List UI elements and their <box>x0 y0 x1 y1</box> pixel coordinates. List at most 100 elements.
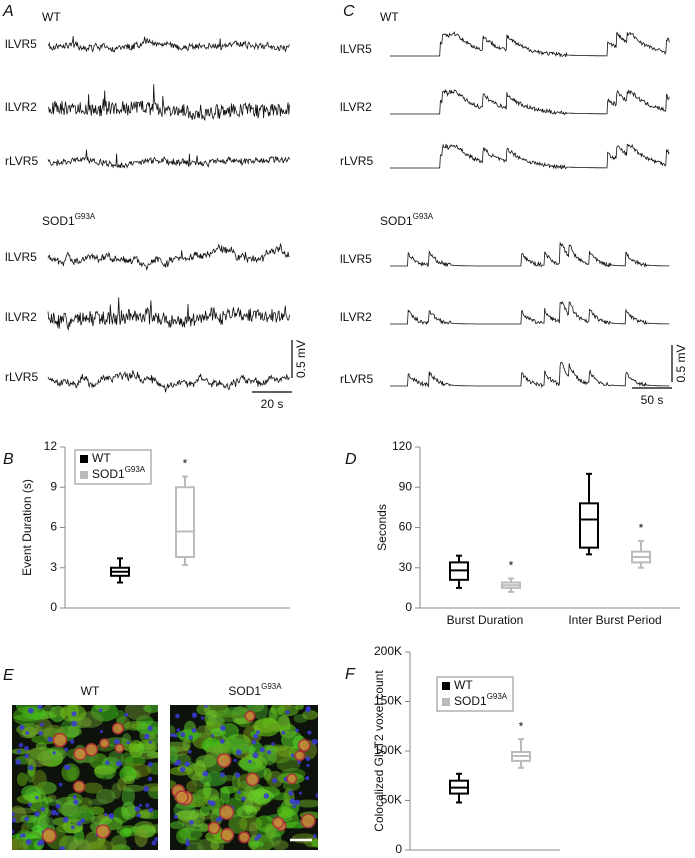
stain-blue <box>71 711 77 717</box>
group-label-sup: G93A <box>413 212 434 221</box>
group-label-sup: G93A <box>75 212 96 221</box>
stain-blue <box>148 740 152 744</box>
stain-blue <box>215 817 221 823</box>
stain-green <box>220 787 230 804</box>
stain-red <box>72 780 86 793</box>
legend-label-sup: G93A <box>125 465 146 474</box>
legend-label-sup: G93A <box>487 692 508 701</box>
y-tick-label: 30 <box>399 560 413 574</box>
stain-blue <box>191 728 197 733</box>
group-label-main: SOD1 <box>42 214 75 228</box>
stain-blue <box>251 739 257 745</box>
stain-red <box>300 813 316 829</box>
stain-blue <box>40 806 46 812</box>
legend-swatch <box>80 471 88 479</box>
stain-blue <box>235 749 242 756</box>
stain-green <box>24 747 52 768</box>
trace-label: lLVR5 <box>340 252 372 266</box>
stain-blue <box>191 712 198 718</box>
stain-green <box>245 705 265 712</box>
y-tick-label: 0 <box>395 842 402 856</box>
stain-blue <box>24 753 29 759</box>
image-label-sup: G93A <box>261 682 282 691</box>
stain-red <box>95 824 111 839</box>
stain-green <box>232 717 251 725</box>
stain-green <box>178 827 203 841</box>
group-label: WT <box>42 10 61 24</box>
x-tick-label: Burst Duration <box>447 613 524 627</box>
stain-blue <box>62 816 69 823</box>
stain-blue <box>311 738 318 745</box>
stain-red <box>52 732 68 748</box>
stain-blue <box>64 747 69 752</box>
stain-green <box>176 809 199 822</box>
group-label-main: WT <box>42 10 61 24</box>
stain-green <box>117 777 127 792</box>
stain-blue <box>256 833 262 839</box>
stain-green <box>128 739 144 758</box>
stain-blue <box>98 708 103 713</box>
legend-label-main: WT <box>454 678 473 692</box>
legend-label: SOD1G93A <box>454 692 508 708</box>
stain-green <box>170 821 184 830</box>
stain-green <box>282 780 301 791</box>
group-label: WT <box>380 10 399 24</box>
stain-green <box>57 804 79 816</box>
stain-blue <box>248 759 252 764</box>
stain-green <box>19 836 29 850</box>
stain-blue <box>306 763 310 768</box>
stain-green <box>88 839 116 850</box>
trace <box>390 361 670 389</box>
group-label-main: WT <box>380 10 399 24</box>
stain-red <box>297 738 311 752</box>
stain-blue <box>271 777 278 784</box>
stain-blue <box>12 811 15 817</box>
y-tick-label: 6 <box>50 520 57 534</box>
stain-blue <box>50 809 57 816</box>
stain-blue <box>34 811 40 817</box>
stain-green <box>198 822 209 833</box>
stain-green <box>202 781 212 800</box>
stain-red <box>99 738 110 749</box>
stain-green <box>143 705 158 713</box>
stain-red <box>114 743 125 754</box>
stain-green <box>280 715 290 728</box>
stain-green <box>196 705 211 715</box>
trace <box>390 31 670 58</box>
stain-green <box>215 709 238 718</box>
stain-green <box>296 799 318 808</box>
stain-blue <box>281 730 286 735</box>
significance: * <box>519 719 524 733</box>
scale-label-y: 0.5 mV <box>294 340 308 378</box>
trace <box>47 36 290 53</box>
stain-green <box>93 765 116 775</box>
stain-blue <box>35 796 39 800</box>
stain-blue <box>151 840 157 846</box>
stain-blue <box>176 728 181 732</box>
stain-blue <box>104 812 108 817</box>
stain-green <box>68 839 92 850</box>
stain-red <box>245 772 260 787</box>
stain-green <box>210 840 220 850</box>
stain-blue <box>294 799 301 806</box>
stain-blue <box>12 817 17 823</box>
trace-label: lLVR5 <box>5 250 37 264</box>
stain-blue <box>15 759 21 765</box>
scale-label-y: 0.5 mV <box>674 344 688 382</box>
stain-blue <box>126 740 130 745</box>
stain-blue <box>148 807 154 813</box>
trace <box>47 149 290 169</box>
y-axis-label: Seconds <box>375 504 389 551</box>
stain-blue <box>147 762 153 768</box>
stain-green <box>302 710 318 720</box>
stain-green <box>240 759 256 772</box>
panel-letter: F <box>345 666 356 683</box>
trace <box>390 88 670 116</box>
significance: * <box>509 559 514 573</box>
stain-green <box>170 746 179 763</box>
x-tick-label: Inter Burst Period <box>568 613 661 627</box>
stain-blue <box>289 798 296 805</box>
stain-green <box>208 716 225 723</box>
image-label: SOD1G93A <box>228 682 282 698</box>
stain-blue <box>173 733 178 738</box>
